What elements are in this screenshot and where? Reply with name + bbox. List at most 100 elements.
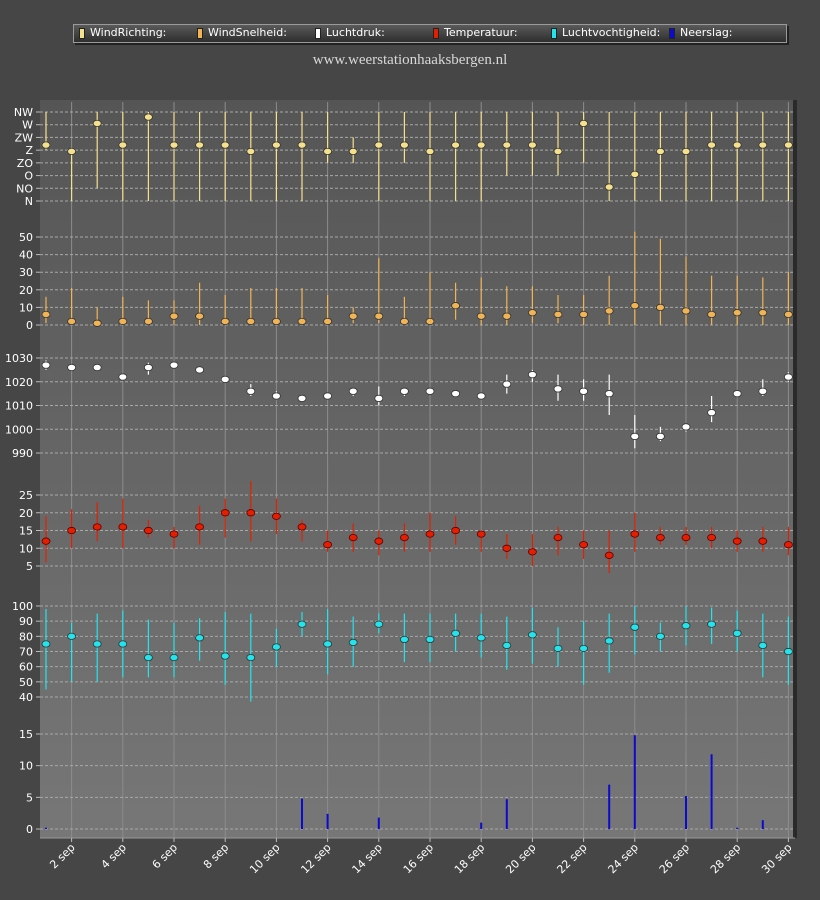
data-point [579, 644, 588, 653]
legend-item-neerslag: Neerslag: [664, 25, 782, 42]
x-tick-label: 4 sep [99, 841, 129, 871]
data-point [399, 387, 409, 395]
data-point [399, 317, 409, 326]
rain-bar [608, 784, 611, 829]
data-point [707, 310, 716, 319]
data-point [476, 634, 486, 642]
data-point [297, 141, 307, 149]
data-point [246, 653, 256, 662]
data-point [758, 387, 768, 395]
data-point [92, 640, 102, 648]
y-tick-label: 40 [19, 691, 33, 704]
legend-swatch [79, 28, 85, 39]
x-tick-label: 16 sep [401, 841, 436, 876]
legend-item-windsnelheid: WindSnelheid: [192, 25, 310, 42]
data-point [656, 303, 665, 311]
data-point [476, 141, 486, 149]
data-point [41, 361, 51, 369]
data-point [476, 392, 486, 400]
data-point [630, 170, 640, 178]
rain-bar [685, 796, 687, 829]
data-point [579, 387, 588, 395]
data-point [425, 147, 435, 156]
data-point [118, 640, 128, 648]
data-point [681, 622, 691, 630]
data-point [195, 523, 205, 531]
data-point [630, 623, 640, 631]
data-point [528, 371, 537, 379]
data-point [348, 312, 358, 320]
data-point [374, 620, 384, 628]
data-point [348, 533, 358, 542]
data-point [681, 423, 691, 431]
legend-swatch [669, 28, 675, 39]
data-point [118, 523, 128, 531]
data-point [732, 309, 742, 317]
data-point [553, 147, 563, 156]
rain-bar [505, 799, 508, 829]
data-point [220, 509, 230, 517]
data-point [374, 141, 384, 149]
data-point [656, 533, 665, 542]
data-point [604, 637, 614, 645]
data-point [41, 141, 51, 149]
data-point [528, 631, 537, 639]
site-url: www.weerstationhaaksbergen.nl [312, 52, 508, 68]
data-point [604, 183, 614, 191]
y-tick-label: N [25, 195, 33, 208]
y-tick-label: 25 [19, 489, 33, 502]
rain-bar [377, 817, 380, 829]
y-tick-label: ZW [15, 131, 34, 144]
data-point [143, 317, 153, 326]
plot-area [40, 100, 795, 838]
data-point [732, 629, 742, 637]
data-point [528, 141, 537, 149]
data-point [732, 390, 742, 398]
data-point [553, 644, 563, 653]
rain-bar [761, 820, 764, 829]
y-tick-label: 50 [19, 676, 33, 689]
data-point [604, 307, 614, 315]
x-tick-label: 12 sep [298, 841, 333, 876]
legend-label: WindSnelheid: [208, 26, 287, 39]
data-point [630, 530, 640, 538]
data-point [784, 373, 793, 381]
x-tick-label: 8 sep [201, 841, 231, 871]
data-point [451, 302, 461, 310]
y-tick-label: 100 [12, 600, 33, 613]
y-tick-label: 1030 [5, 352, 33, 365]
y-tick-label: 5 [26, 560, 33, 573]
legend-item-luchtvochtigheid: Luchtvochtigheid: [546, 25, 664, 42]
data-point [732, 141, 742, 149]
legend-swatch [315, 28, 321, 39]
rain-bar [710, 754, 713, 829]
x-tick-label: 22 sep [554, 841, 589, 876]
data-point [579, 310, 588, 319]
y-tick-label: 80 [19, 630, 33, 643]
legend-label: WindRichting: [90, 26, 167, 39]
data-point [451, 390, 461, 398]
data-point [323, 317, 333, 326]
x-tick-label: 18 sep [452, 841, 487, 876]
legend-item-windrichting: WindRichting: [74, 25, 192, 42]
data-point [707, 533, 716, 542]
y-tick-label: 20 [19, 507, 33, 520]
data-point [220, 375, 230, 383]
data-point [553, 385, 563, 393]
data-point [476, 530, 486, 538]
data-point [143, 526, 153, 535]
data-point [502, 312, 512, 320]
data-point [656, 147, 665, 156]
y-tick-label: 10 [19, 301, 33, 314]
data-point [681, 307, 691, 315]
data-point [784, 141, 793, 149]
y-tick-label: 15 [19, 728, 33, 741]
y-tick-label: 70 [19, 646, 33, 659]
data-point [118, 373, 128, 381]
data-point [67, 317, 76, 326]
y-tick-label: O [24, 170, 33, 183]
y-tick-label: 40 [19, 249, 33, 262]
data-point [528, 309, 537, 317]
data-point [374, 312, 384, 320]
